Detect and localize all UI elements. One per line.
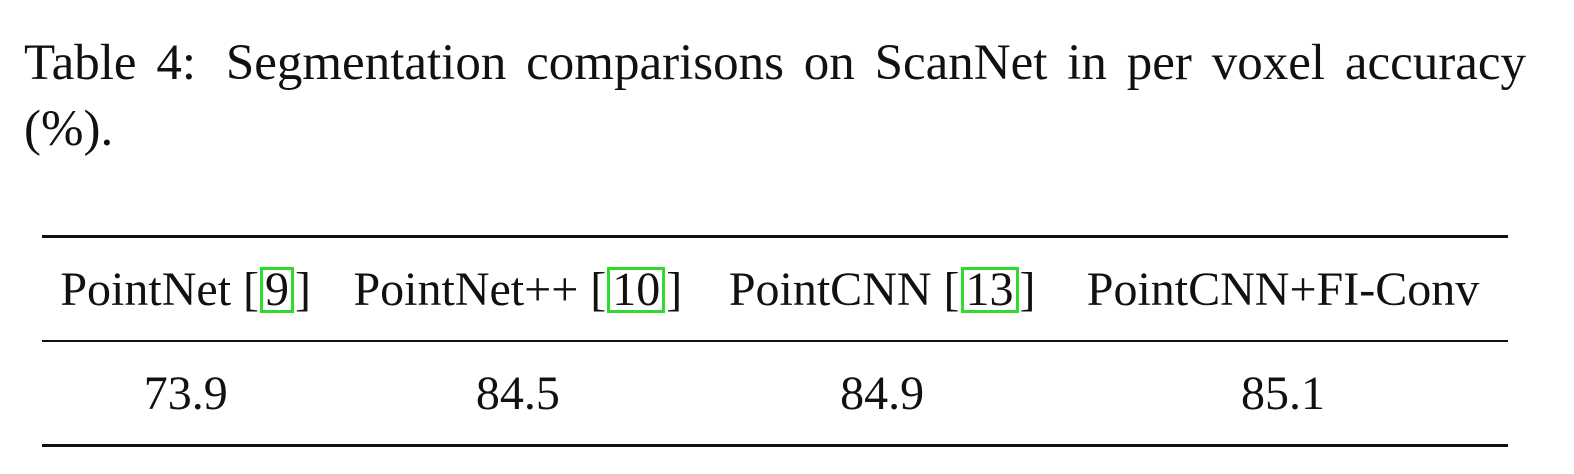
column-header-pointcnn-fi-conv: PointCNN+FI-Conv (1058, 237, 1508, 342)
table-cell: 84.9 (840, 366, 925, 420)
table-header-row: PointNet [9] PointNet++ [10] PointCNN [1… (42, 236, 1508, 342)
column-header-label: PointCNN+FI-Conv (1086, 262, 1480, 316)
table-caption: Table 4: Segmentation comparisons on Sca… (24, 30, 1526, 162)
caption-text: Segmentation comparisons on ScanNet in p… (24, 35, 1527, 157)
column-header-pointnet-plus-plus: PointNet++ [10] (353, 262, 683, 316)
table-cell: 73.9 (143, 366, 228, 420)
table-cell: 85.1 (1240, 366, 1325, 420)
column-header-pointcnn: PointCNN [13] (728, 262, 1036, 316)
table-cell: 84.5 (475, 366, 560, 420)
citation-link-9[interactable]: 9 (260, 265, 295, 313)
table-row: 73.9 84.5 84.9 85.1 (42, 341, 1508, 446)
citation-link-10[interactable]: 10 (607, 265, 666, 313)
column-header-pointnet: PointNet [9] (60, 262, 311, 316)
citation-link-13[interactable]: 13 (960, 265, 1019, 313)
column-header-label: PointNet++ (353, 262, 579, 316)
table-label: Table 4: (24, 35, 197, 91)
column-header-label: PointCNN (728, 262, 932, 316)
results-table: PointNet [9] PointNet++ [10] PointCNN [1… (42, 235, 1508, 447)
column-header-label: PointNet (60, 262, 232, 316)
results-table-container: PointNet [9] PointNet++ [10] PointCNN [1… (42, 235, 1508, 447)
